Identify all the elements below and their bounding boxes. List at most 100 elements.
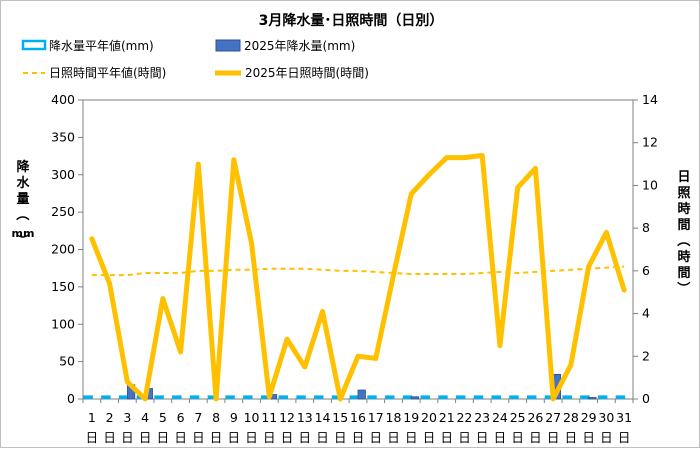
x-tick-day-suffix: 日 (600, 430, 613, 445)
x-tick-label: 15 (332, 410, 348, 425)
legend-swatch-normal-precip (21, 39, 47, 51)
legend-label-normal-precip: 降水量平年値(mm) (49, 38, 154, 53)
bar-normal-precip (438, 395, 448, 400)
x-tick-day-suffix: 日 (157, 430, 170, 445)
bar-normal-precip (296, 395, 306, 400)
right-axis-title-char-2: 照 (677, 186, 690, 201)
x-tick-label: 20 (421, 410, 437, 425)
x-tick-day-suffix: 日 (334, 430, 347, 445)
x-tick-day-suffix: 日 (423, 430, 436, 445)
x-tick-label: 17 (368, 410, 384, 425)
x-tick-day-suffix: 日 (245, 430, 258, 445)
x-tick-day-suffix: 日 (121, 430, 134, 445)
x-tick-day-suffix: 日 (458, 430, 471, 445)
x-tick-day-suffix: 日 (210, 430, 223, 445)
left-axis-tick-label: 100 (51, 316, 75, 331)
x-tick-label: 16 (350, 410, 366, 425)
left-axis-tick-label: 200 (51, 242, 75, 257)
x-tick-day-suffix: 日 (316, 430, 329, 445)
right-axis-tick-label: 6 (642, 263, 650, 278)
x-tick-day-suffix: 日 (103, 430, 116, 445)
x-tick-day-suffix: 日 (228, 430, 241, 445)
right-axis-tick-label: 0 (642, 391, 650, 406)
x-tick-label: 3 (123, 410, 131, 425)
x-tick-day-suffix: 日 (618, 430, 631, 445)
x-tick-day-suffix: 日 (565, 430, 578, 445)
x-tick-day-suffix: 日 (174, 430, 187, 445)
right-axis-title-char-7: 間 (677, 266, 690, 281)
bar-normal-precip (509, 395, 519, 400)
left-axis-tick-label: 50 (59, 354, 75, 369)
right-axis-tick-label: 14 (642, 92, 658, 107)
bar-normal-precip (349, 395, 360, 400)
x-tick-day-suffix: 日 (352, 430, 365, 445)
left-axis-tick-label: 150 (51, 279, 75, 294)
left-axis-tick-label: 300 (51, 167, 75, 182)
x-tick-label: 21 (439, 410, 455, 425)
x-tick-label: 14 (315, 410, 331, 425)
bar-normal-precip (101, 395, 111, 400)
x-tick-day-suffix: 日 (281, 430, 294, 445)
right-axis-tick-label: 10 (642, 177, 658, 192)
x-tick-day-suffix: 日 (529, 430, 542, 445)
x-tick-label: 6 (177, 410, 185, 425)
x-tick-label: 28 (563, 410, 579, 425)
x-tick-label: 30 (598, 410, 614, 425)
x-tick-label: 5 (159, 410, 167, 425)
bar-normal-precip (615, 395, 626, 400)
left-axis-title-char-3: 量 (16, 192, 29, 207)
x-tick-label: 1 (88, 410, 96, 425)
bar-2025-precip (357, 389, 366, 400)
bar-normal-precip (154, 395, 164, 400)
x-tick-day-suffix: 日 (511, 430, 524, 445)
bar-normal-precip (83, 395, 93, 400)
x-tick-label: 8 (212, 410, 220, 425)
bar-normal-precip (189, 395, 200, 400)
line-normal-sunshine (91, 265, 625, 277)
bar-normal-precip (367, 395, 377, 400)
x-tick-day-suffix: 日 (494, 430, 507, 445)
x-tick-label: 7 (194, 410, 202, 425)
left-axis-title-char-4: （ (14, 207, 30, 220)
right-axis-title-char-6: 時 (677, 249, 690, 265)
right-axis-title-char-5: （ (675, 233, 691, 246)
left-axis-title-char-5: mm (12, 227, 35, 240)
x-tick-label: 26 (527, 410, 543, 425)
x-tick-label: 13 (297, 410, 313, 425)
x-tick-label: 10 (244, 410, 260, 425)
x-tick-label: 31 (616, 410, 632, 425)
legend-label-2025-precip: 2025年降水量(mm) (244, 39, 355, 53)
legend-swatch-2025-precip (215, 39, 241, 52)
bar-normal-precip (473, 395, 484, 400)
x-tick-label: 18 (386, 410, 402, 425)
x-tick-day-suffix: 日 (139, 430, 152, 445)
bar-normal-precip (580, 395, 590, 400)
x-tick-label: 25 (510, 410, 526, 425)
right-axis-tick-label: 4 (642, 306, 650, 321)
bar-normal-precip (225, 395, 235, 400)
bar-normal-precip (118, 395, 129, 400)
x-tick-day-suffix: 日 (192, 430, 205, 445)
x-tick-day-suffix: 日 (476, 430, 489, 445)
x-tick-label: 29 (581, 410, 597, 425)
x-tick-label: 19 (403, 410, 419, 425)
x-tick-label: 12 (279, 410, 295, 425)
x-tick-day-suffix: 日 (582, 430, 595, 445)
left-axis-tick-label: 0 (67, 391, 75, 406)
x-tick-label: 22 (456, 410, 472, 425)
bar-normal-precip (385, 395, 395, 400)
left-axis-tick-label: 350 (51, 129, 75, 144)
right-axis-tick-label: 2 (642, 348, 650, 363)
bar-normal-precip (243, 395, 253, 400)
bar-normal-precip (314, 395, 324, 400)
right-axis-title-char-1: 日 (677, 170, 690, 185)
bar-normal-precip (172, 395, 182, 400)
legend-label-2025-sunshine: 2025年日照時間(時間) (245, 66, 369, 80)
bar-normal-precip (597, 395, 608, 400)
x-tick-label: 27 (545, 410, 561, 425)
x-tick-day-suffix: 日 (387, 430, 400, 445)
x-tick-label: 11 (261, 410, 277, 425)
chart-title: 3月降水量･日照時間（日別） (259, 12, 444, 29)
right-axis-tick-label: 8 (642, 220, 650, 235)
left-axis-title-char-6: ） (14, 233, 30, 246)
